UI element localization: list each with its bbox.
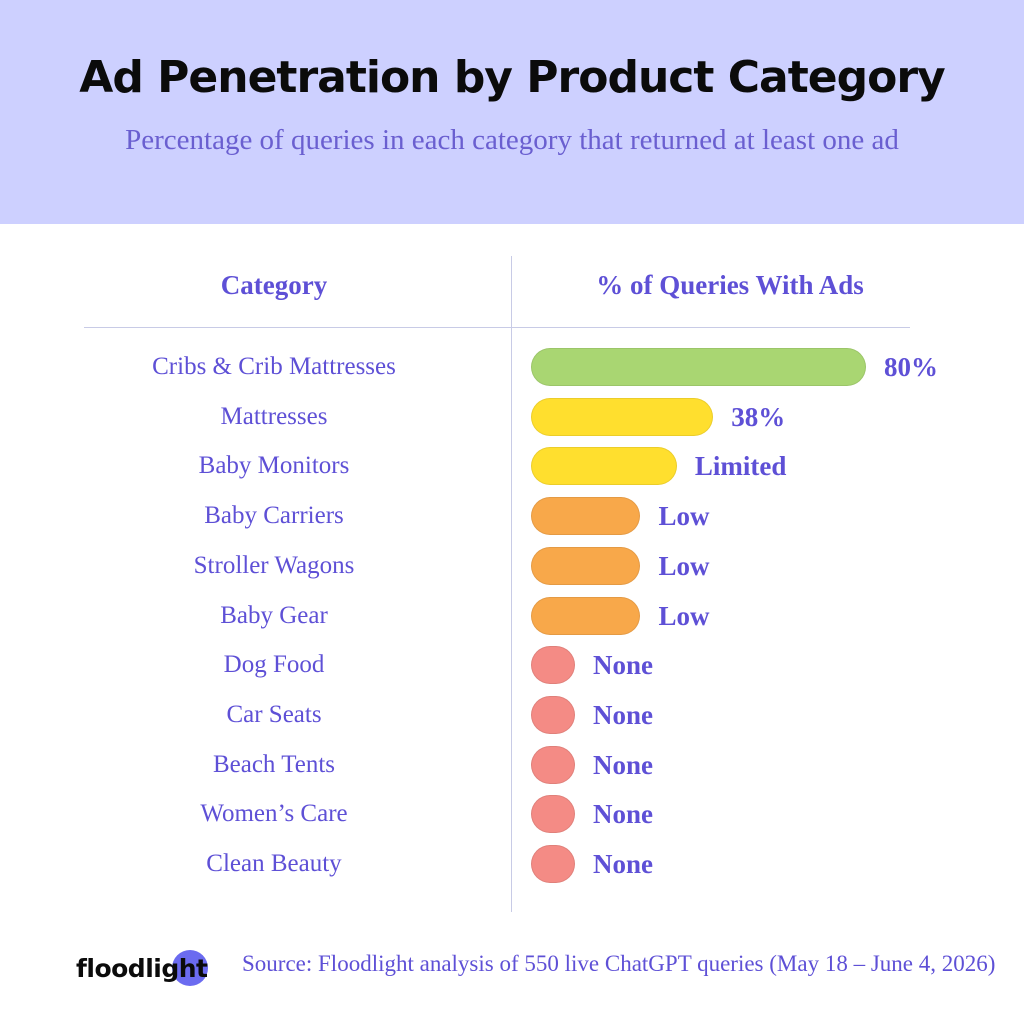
chart-title: Ad Penetration by Product Category bbox=[79, 52, 945, 103]
value-label: None bbox=[593, 699, 653, 730]
bar bbox=[531, 745, 575, 784]
bar bbox=[531, 397, 714, 436]
value-label: 80% bbox=[884, 352, 938, 382]
category-label: Car Seats bbox=[226, 700, 322, 728]
bar bbox=[531, 646, 575, 685]
bar bbox=[531, 845, 575, 883]
bar bbox=[531, 497, 641, 536]
column-header-category: Category bbox=[220, 270, 328, 300]
category-label: Baby Carriers bbox=[204, 502, 344, 530]
value-label: Low bbox=[658, 600, 710, 631]
source-note: Source: Floodlight analysis of 550 live … bbox=[242, 951, 996, 976]
value-label: 38% bbox=[731, 401, 786, 432]
category-label: Mattresses bbox=[220, 402, 328, 430]
bar bbox=[531, 795, 575, 834]
value-label: Limited bbox=[694, 451, 787, 482]
logo-text: floodlight bbox=[76, 953, 208, 983]
bar bbox=[531, 447, 677, 486]
bar bbox=[531, 348, 866, 386]
chart-subtitle: Percentage of queries in each category t… bbox=[125, 124, 899, 156]
bar bbox=[531, 695, 575, 734]
category-label: Clean Beauty bbox=[206, 850, 342, 877]
value-label: None bbox=[593, 650, 653, 681]
category-label: Baby Monitors bbox=[198, 452, 350, 480]
bar bbox=[531, 546, 641, 585]
value-label: Low bbox=[658, 550, 710, 581]
value-label: Low bbox=[658, 501, 710, 532]
category-label: Women’s Care bbox=[200, 800, 348, 828]
category-label: Dog Food bbox=[223, 651, 325, 679]
column-divider bbox=[511, 256, 512, 912]
header-divider bbox=[84, 327, 910, 328]
category-label: Stroller Wagons bbox=[193, 551, 355, 579]
value-label: None bbox=[593, 749, 653, 780]
floodlight-logo: floodlight bbox=[76, 950, 208, 986]
header-banner: Ad Penetration by Product Category Perce… bbox=[0, 0, 1024, 224]
category-label: Cribs & Crib Mattresses bbox=[152, 353, 396, 380]
category-label: Baby Gear bbox=[220, 601, 328, 629]
value-label: None bbox=[593, 799, 653, 830]
bar bbox=[531, 596, 641, 635]
logo-dot-icon bbox=[172, 950, 208, 986]
value-label: None bbox=[593, 849, 653, 879]
category-label: Beach Tents bbox=[212, 750, 336, 778]
column-header-value: % of Queries With Ads bbox=[596, 270, 864, 300]
